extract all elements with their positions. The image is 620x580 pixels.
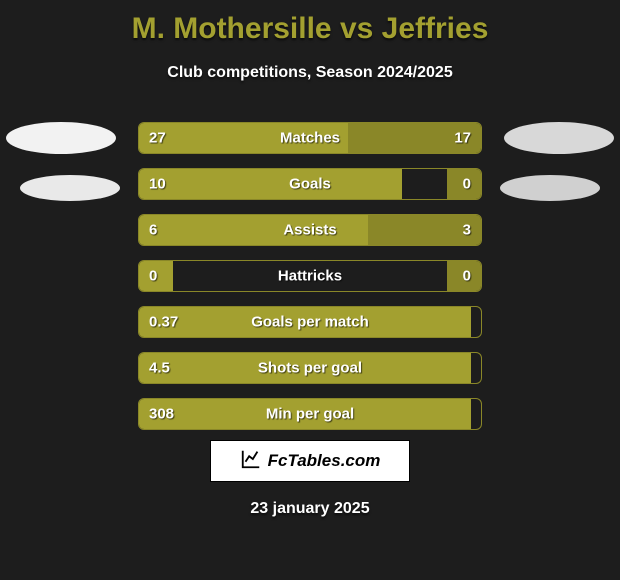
stat-fill-left bbox=[139, 307, 471, 337]
stat-fill-right bbox=[447, 261, 481, 291]
stat-fill-left bbox=[139, 123, 348, 153]
stat-fill-right bbox=[348, 123, 481, 153]
stat-row: 0.37Goals per match bbox=[138, 306, 482, 338]
brand-badge[interactable]: FcTables.com bbox=[210, 440, 410, 482]
stat-fill-left bbox=[139, 353, 471, 383]
brand-text: FcTables.com bbox=[268, 451, 381, 471]
stat-fill-left bbox=[139, 215, 368, 245]
stat-label: Hattricks bbox=[139, 268, 481, 285]
stat-fill-left bbox=[139, 261, 173, 291]
stat-row: 2717Matches bbox=[138, 122, 482, 154]
stat-row: 308Min per goal bbox=[138, 398, 482, 430]
stat-fill-right bbox=[447, 169, 481, 199]
stat-fill-left bbox=[139, 169, 402, 199]
page-subtitle: Club competitions, Season 2024/2025 bbox=[0, 64, 620, 82]
stat-row: 63Assists bbox=[138, 214, 482, 246]
stat-fill-left bbox=[139, 399, 471, 429]
comparison-card: M. Mothersille vs Jeffries Club competit… bbox=[0, 0, 620, 580]
chart-icon bbox=[240, 448, 262, 475]
stat-row: 00Hattricks bbox=[138, 260, 482, 292]
stat-row: 4.5Shots per goal bbox=[138, 352, 482, 384]
team-left-avatar bbox=[20, 175, 120, 201]
stat-row: 100Goals bbox=[138, 168, 482, 200]
date-text: 23 january 2025 bbox=[0, 500, 620, 518]
player-right-avatar bbox=[504, 122, 614, 154]
team-right-avatar bbox=[500, 175, 600, 201]
stat-fill-right bbox=[368, 215, 481, 245]
comparison-rows: 2717Matches 100Goals 63Assists 00Hattricks 0… bbox=[138, 122, 482, 444]
page-title: M. Mothersille vs Jeffries bbox=[0, 0, 620, 46]
player-left-avatar bbox=[6, 122, 116, 154]
